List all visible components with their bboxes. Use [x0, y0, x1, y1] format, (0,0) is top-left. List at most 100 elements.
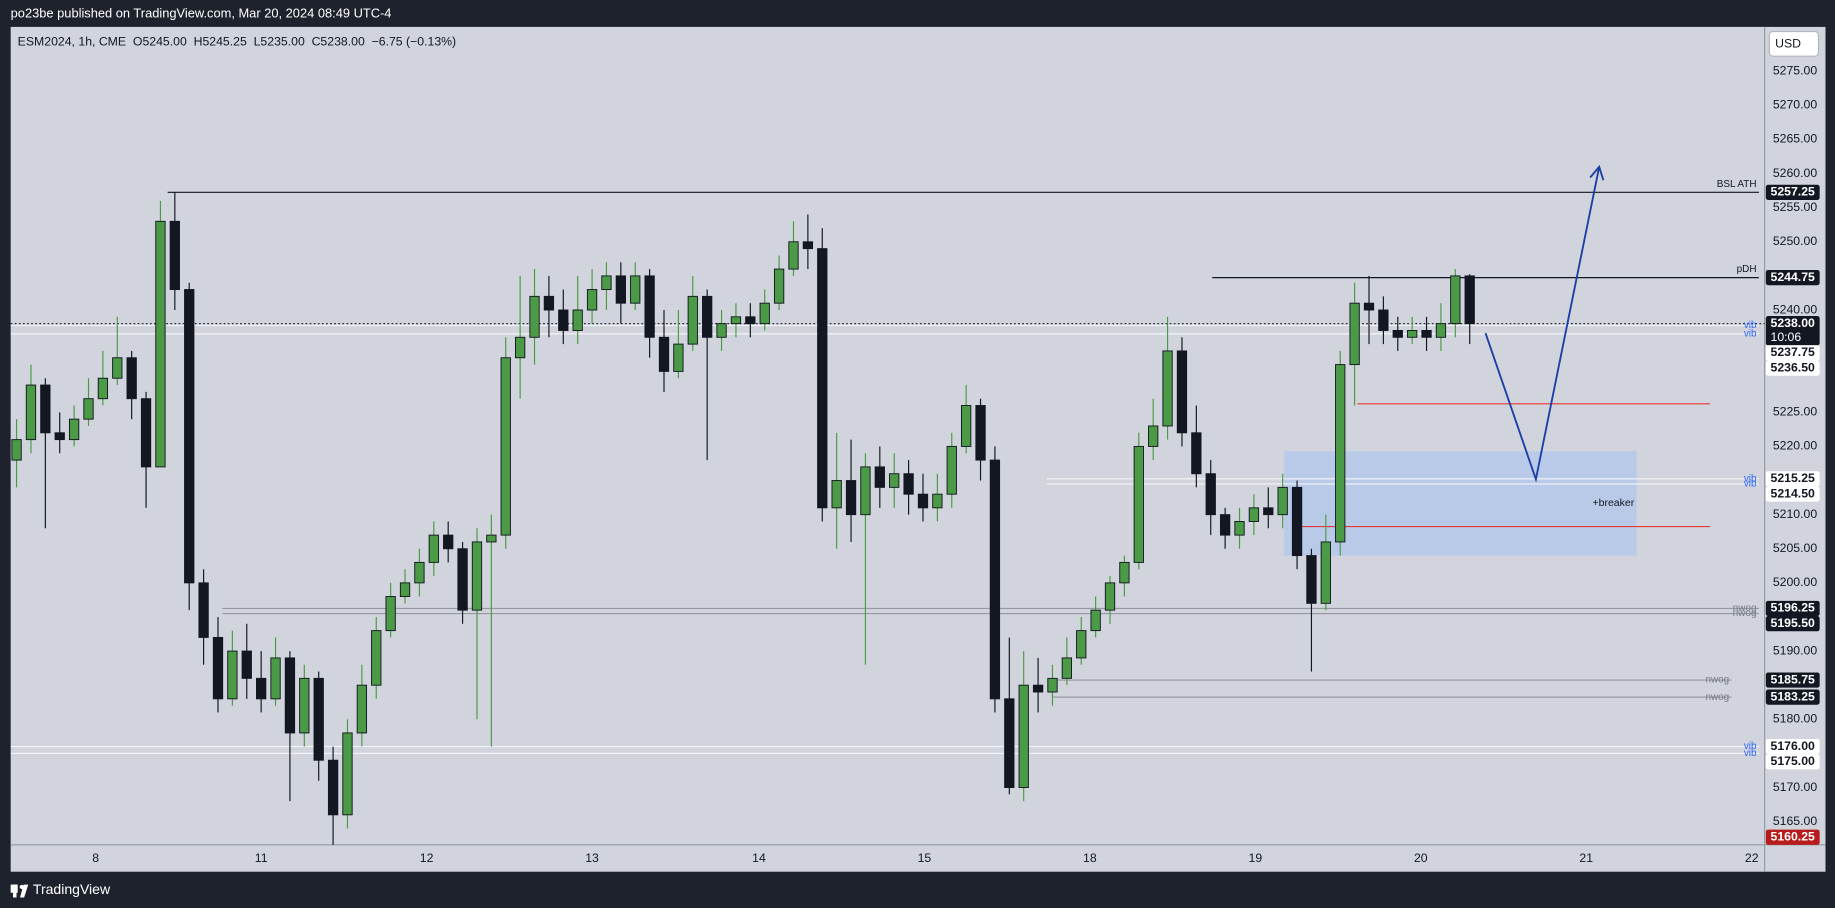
projection-arrowhead: [1589, 164, 1605, 181]
y-tick-label: 5260.00: [1773, 166, 1818, 180]
price-label: 5244.75: [1771, 270, 1816, 284]
candle-body: [11, 439, 22, 461]
candle-body: [457, 548, 468, 611]
y-tick-label: 5255.00: [1773, 200, 1818, 214]
price-label: 5237.75: [1771, 345, 1816, 359]
candle-body: [845, 480, 857, 516]
candle-body: [299, 677, 310, 734]
candle-body: [644, 275, 655, 338]
price-label-box: [1765, 184, 1820, 200]
candle-body: [1349, 302, 1360, 366]
price-label: 5185.75: [1771, 672, 1816, 686]
candle-body: [860, 466, 871, 516]
symbol-header: ESM2024, 1h, CME O5245.00 H5245.25 L5235…: [18, 34, 456, 48]
currency-box[interactable]: [1768, 31, 1820, 57]
level-label: vib: [1744, 329, 1757, 340]
candle-body: [212, 636, 224, 700]
candle-body: [1191, 432, 1202, 475]
level-label: vib: [1744, 320, 1757, 331]
candle-body: [1392, 330, 1403, 338]
level-label: nwog: [1733, 603, 1757, 614]
candle-body: [25, 384, 37, 441]
candle-body: [112, 357, 123, 379]
x-tick-label: 22: [1745, 851, 1759, 865]
candle-body: [342, 732, 353, 816]
candle-body: [126, 357, 137, 400]
candle-body: [529, 295, 540, 338]
candle-body: [1450, 275, 1461, 325]
candle-body: [802, 241, 814, 250]
brand: TradingView: [33, 881, 111, 897]
candle-body: [1306, 555, 1317, 604]
candle-body: [759, 302, 770, 325]
x-tick-label: 20: [1414, 851, 1428, 865]
candle-body: [1277, 486, 1288, 516]
candle-body: [83, 398, 94, 420]
candle-body: [817, 248, 828, 509]
price-label: 5196.25: [1771, 601, 1816, 615]
price-label-box: [1765, 316, 1820, 346]
price-label-box: [1765, 345, 1820, 361]
chart-panel: [10, 26, 1826, 872]
y-tick-label: 5205.00: [1773, 541, 1818, 555]
candle-body: [256, 677, 267, 700]
candle-body: [543, 295, 555, 311]
candle-body: [414, 561, 425, 584]
candle-body: [1205, 473, 1216, 516]
y-tick-label: 5190.00: [1773, 643, 1818, 657]
candle-body: [486, 534, 497, 543]
level-label: vib: [1744, 748, 1757, 759]
candle-body: [745, 316, 756, 325]
price-label-box: [1765, 754, 1820, 770]
candle-body: [960, 405, 972, 447]
x-tick-label: 8: [92, 851, 99, 865]
y-tick-label: 5170.00: [1773, 780, 1818, 794]
candle-body: [1407, 330, 1418, 338]
candle-body: [514, 336, 526, 359]
candle-body: [184, 289, 195, 584]
candle-body: [1162, 350, 1173, 427]
candle-body: [227, 650, 238, 700]
level-label: pDH: [1737, 264, 1757, 275]
candle-body: [198, 582, 209, 638]
price-label-countdown: 10:06: [1771, 330, 1802, 344]
price-label-box: [1765, 471, 1820, 487]
price-label-box: [1765, 616, 1820, 632]
candle-body: [1234, 521, 1245, 536]
y-tick-label: 5270.00: [1773, 98, 1818, 112]
x-tick-label: 13: [585, 851, 599, 865]
candle-body: [673, 343, 684, 372]
candle-body: [1320, 541, 1331, 604]
candle-body: [1291, 486, 1303, 557]
candle-body: [773, 268, 785, 304]
price-label-box: [1765, 360, 1820, 376]
candle-body: [1090, 609, 1101, 632]
candle-body: [917, 493, 929, 509]
zone-label: +breaker: [1592, 497, 1634, 509]
candle-body: [975, 405, 986, 461]
projection-path: [1484, 166, 1601, 483]
candle-body: [1061, 657, 1073, 679]
candle-body: [1435, 323, 1447, 338]
candle-body: [385, 596, 396, 632]
candle-body: [443, 534, 454, 550]
price-label: 5183.25: [1771, 689, 1816, 703]
candle-body: [500, 357, 511, 536]
candle-body: [1148, 425, 1159, 447]
candle-body: [1119, 561, 1130, 584]
y-tick-label: 5210.00: [1773, 507, 1818, 521]
candle-body: [471, 541, 483, 611]
price-label-box: [1765, 738, 1820, 755]
price-label-box: [1765, 600, 1820, 617]
publisher: po23be published on TradingView.com, Mar…: [11, 5, 392, 20]
candle-body: [284, 657, 296, 734]
y-tick-label: 5240.00: [1773, 302, 1818, 316]
candle-body: [68, 418, 80, 441]
level-label: vib: [1744, 473, 1757, 484]
x-tick-label: 14: [752, 851, 766, 865]
currency[interactable]: USD: [1775, 37, 1801, 51]
y-tick-label: 5200.00: [1773, 575, 1818, 589]
candle-body: [241, 650, 252, 679]
